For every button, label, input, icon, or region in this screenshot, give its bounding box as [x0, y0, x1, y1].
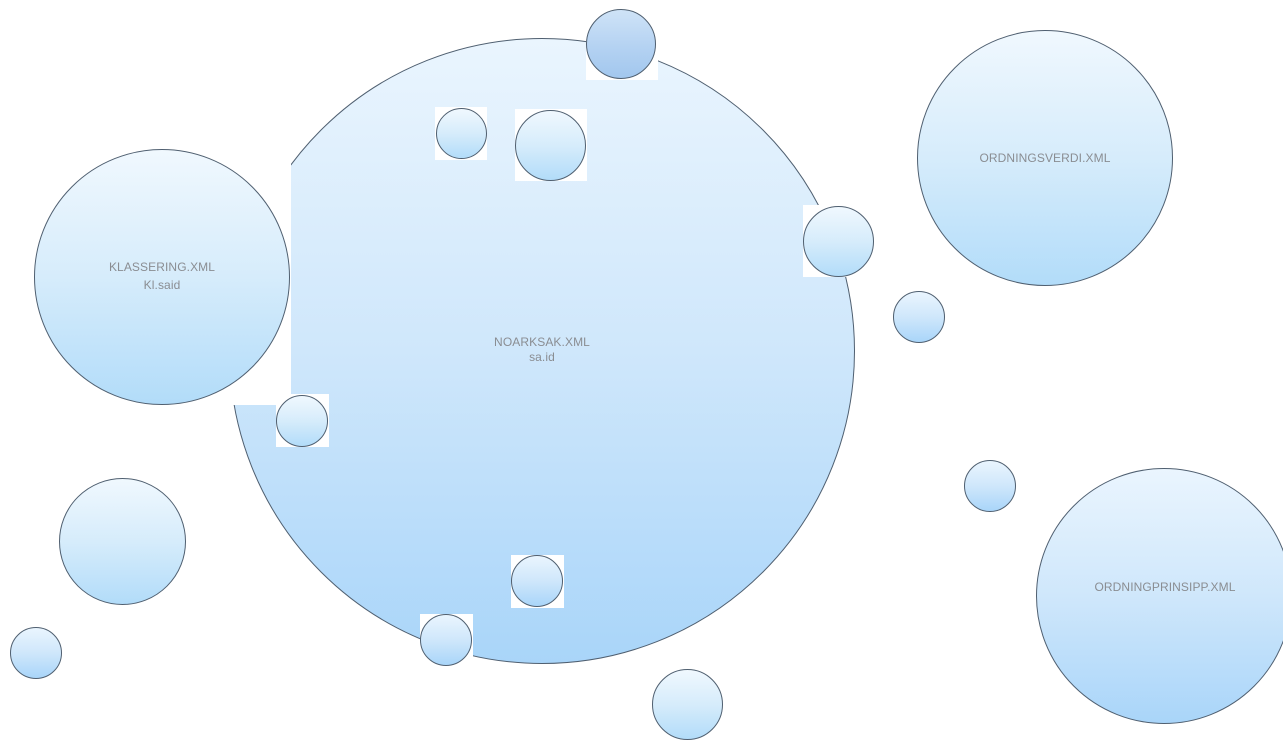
small-bubble-bottom-b — [420, 614, 472, 666]
ordningsverdi-bubble: ORDNINGSVERDI.XML — [917, 30, 1173, 286]
noarksak-key: sa.id — [529, 350, 555, 364]
small-bubble-a — [436, 108, 487, 159]
small-bubble-mid-right — [893, 291, 945, 343]
klassering-title: KLASSERING.XML — [108, 260, 216, 274]
klassering-key: Kl.said — [143, 278, 181, 292]
noarksak-title: NOARKSAK.XML — [494, 335, 590, 349]
small-bubble-top — [586, 9, 656, 79]
small-bubble-lower-right — [964, 460, 1016, 512]
small-bubble-right — [803, 206, 874, 277]
small-bubble-bottom-a — [511, 555, 563, 607]
klassering-bubble: KLASSERING.XML Kl.said — [34, 149, 290, 405]
small-bubble-bottom-left — [10, 627, 62, 679]
medium-bubble — [59, 478, 186, 605]
small-bubble-bottom-center — [652, 669, 723, 740]
small-bubble-left — [276, 395, 328, 447]
ordningprinsipp-title: ORDNINGPRINSIPP.XML — [1094, 580, 1236, 594]
small-bubble-b — [515, 110, 586, 181]
ordningsverdi-title: ORDNINGSVERDI.XML — [979, 151, 1111, 165]
ordningprinsipp-bubble: ORDNINGPRINSIPP.XML — [1036, 468, 1283, 724]
